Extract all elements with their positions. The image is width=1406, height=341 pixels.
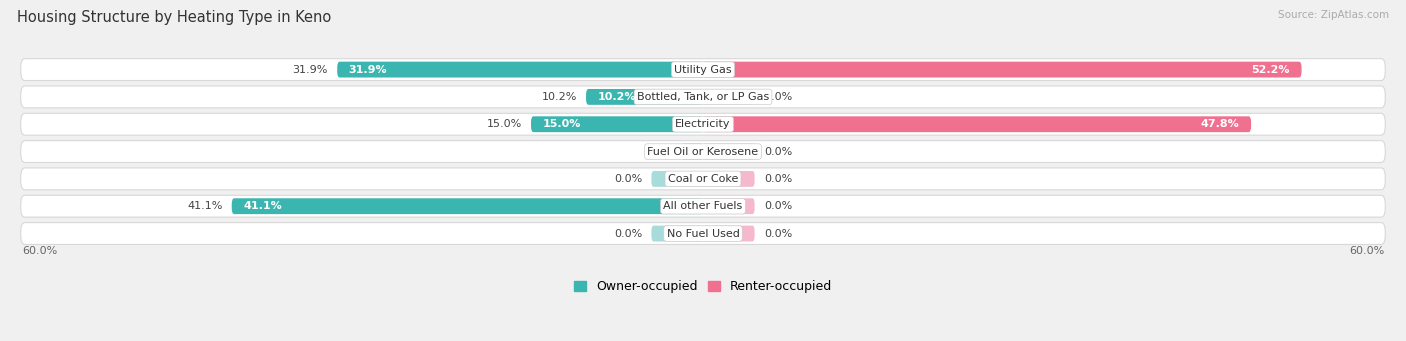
FancyBboxPatch shape (531, 116, 703, 132)
FancyBboxPatch shape (232, 198, 703, 214)
Text: 31.9%: 31.9% (292, 64, 328, 75)
Text: 60.0%: 60.0% (22, 246, 58, 256)
FancyBboxPatch shape (21, 86, 1385, 108)
Text: Housing Structure by Heating Type in Keno: Housing Structure by Heating Type in Ken… (17, 10, 332, 25)
Text: 0.0%: 0.0% (614, 228, 643, 239)
Text: 47.8%: 47.8% (1201, 119, 1240, 129)
FancyBboxPatch shape (651, 226, 703, 241)
Text: 52.2%: 52.2% (1310, 64, 1350, 75)
Text: 41.1%: 41.1% (243, 201, 283, 211)
FancyBboxPatch shape (337, 62, 703, 77)
Text: 0.0%: 0.0% (763, 174, 792, 184)
Text: 10.2%: 10.2% (598, 92, 636, 102)
FancyBboxPatch shape (703, 144, 755, 160)
Text: 10.2%: 10.2% (541, 92, 576, 102)
Text: Electricity: Electricity (675, 119, 731, 129)
FancyBboxPatch shape (21, 113, 1385, 135)
FancyBboxPatch shape (21, 59, 1385, 80)
FancyBboxPatch shape (703, 116, 1251, 132)
Text: Bottled, Tank, or LP Gas: Bottled, Tank, or LP Gas (637, 92, 769, 102)
Text: Coal or Coke: Coal or Coke (668, 174, 738, 184)
Legend: Owner-occupied, Renter-occupied: Owner-occupied, Renter-occupied (574, 280, 832, 293)
Text: Utility Gas: Utility Gas (675, 64, 731, 75)
Text: 60.0%: 60.0% (1348, 246, 1384, 256)
FancyBboxPatch shape (703, 171, 755, 187)
Text: No Fuel Used: No Fuel Used (666, 228, 740, 239)
Text: Fuel Oil or Kerosene: Fuel Oil or Kerosene (647, 147, 759, 157)
FancyBboxPatch shape (703, 62, 1302, 77)
Text: 0.0%: 0.0% (763, 201, 792, 211)
Text: Source: ZipAtlas.com: Source: ZipAtlas.com (1278, 10, 1389, 20)
FancyBboxPatch shape (21, 195, 1385, 217)
Text: 0.0%: 0.0% (763, 92, 792, 102)
Text: 0.0%: 0.0% (614, 174, 643, 184)
FancyBboxPatch shape (703, 226, 755, 241)
Text: 41.1%: 41.1% (187, 201, 222, 211)
FancyBboxPatch shape (682, 144, 703, 160)
FancyBboxPatch shape (586, 89, 703, 105)
Text: 47.8%: 47.8% (1260, 119, 1299, 129)
Text: All other Fuels: All other Fuels (664, 201, 742, 211)
Text: 31.9%: 31.9% (349, 64, 387, 75)
Text: 52.2%: 52.2% (1251, 64, 1291, 75)
FancyBboxPatch shape (21, 168, 1385, 190)
FancyBboxPatch shape (21, 140, 1385, 163)
FancyBboxPatch shape (703, 89, 755, 105)
FancyBboxPatch shape (651, 171, 703, 187)
Text: 15.0%: 15.0% (543, 119, 581, 129)
Text: 1.9%: 1.9% (644, 147, 672, 157)
FancyBboxPatch shape (21, 223, 1385, 244)
Text: 0.0%: 0.0% (763, 228, 792, 239)
FancyBboxPatch shape (703, 198, 755, 214)
Text: 0.0%: 0.0% (763, 147, 792, 157)
Text: 15.0%: 15.0% (486, 119, 522, 129)
